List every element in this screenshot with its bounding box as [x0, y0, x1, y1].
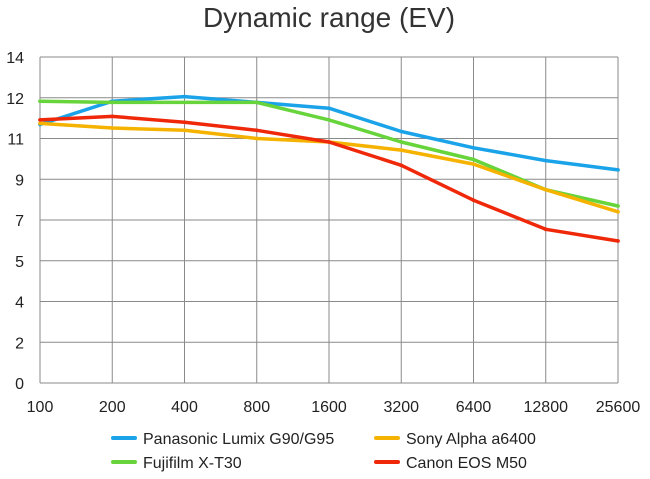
data-point — [254, 136, 259, 141]
data-point — [327, 106, 331, 111]
data-point — [254, 128, 259, 133]
y-tick-label: 4 — [15, 295, 24, 312]
x-tick-label: 800 — [243, 399, 270, 416]
data-point — [110, 126, 115, 130]
data-point — [110, 114, 115, 119]
data-point — [399, 140, 404, 144]
legend-label: Sony Alpha a6400 — [406, 431, 536, 448]
x-tick-label: 6400 — [456, 399, 492, 416]
data-point — [38, 118, 42, 122]
data-point — [182, 120, 187, 124]
chart-title: Dynamic range (EV) — [203, 2, 455, 33]
data-point — [471, 198, 476, 203]
legend: Panasonic Lumix G90/G95 Fujifilm X-T30 Son… — [111, 431, 536, 472]
data-point — [182, 128, 187, 133]
data-point — [471, 162, 476, 166]
data-point — [543, 187, 548, 192]
x-tick-label: 400 — [171, 399, 198, 416]
legend-label: Fujifilm X-T30 — [143, 455, 242, 472]
data-point — [327, 140, 331, 144]
y-tick-label: 2 — [15, 335, 24, 352]
x-tick-label: 12800 — [524, 399, 569, 416]
x-tick-label: 200 — [99, 399, 126, 416]
data-point — [543, 227, 548, 232]
series-lines — [38, 94, 620, 243]
data-point — [543, 158, 548, 163]
data-point — [471, 157, 476, 162]
data-point — [182, 94, 187, 99]
grid — [39, 56, 619, 384]
data-point — [399, 129, 404, 134]
data-point — [254, 100, 259, 105]
data-point — [182, 100, 187, 105]
y-tick-label: 9 — [15, 172, 24, 189]
x-tick-label: 25600 — [596, 399, 641, 416]
data-point — [327, 118, 331, 122]
y-tick-label: 0 — [15, 376, 24, 393]
x-axis-ticks: 100 200 400 800 1600 3200 6400 12800 25600 — [27, 399, 641, 416]
data-point — [38, 121, 42, 126]
y-tick-label: 11 — [7, 132, 24, 149]
data-point — [399, 148, 404, 152]
y-tick-label: 12 — [6, 91, 24, 108]
data-point — [38, 99, 42, 104]
data-point — [616, 168, 620, 172]
legend-label: Panasonic Lumix G90/G95 — [143, 431, 334, 448]
data-point — [471, 146, 476, 150]
data-point — [110, 100, 115, 105]
data-point — [616, 204, 620, 208]
y-axis-ticks: 0 2 4 5 7 9 11 12 14 — [6, 50, 24, 393]
x-tick-label: 3200 — [383, 399, 419, 416]
legend-label: Canon EOS M50 — [406, 455, 527, 472]
y-tick-label: 5 — [15, 254, 24, 271]
y-tick-label: 14 — [6, 50, 24, 67]
x-tick-label: 1600 — [311, 399, 347, 416]
data-point — [616, 210, 620, 214]
x-tick-label: 100 — [27, 399, 54, 416]
data-point — [616, 239, 620, 243]
y-tick-label: 7 — [15, 213, 24, 230]
data-point — [399, 163, 404, 168]
